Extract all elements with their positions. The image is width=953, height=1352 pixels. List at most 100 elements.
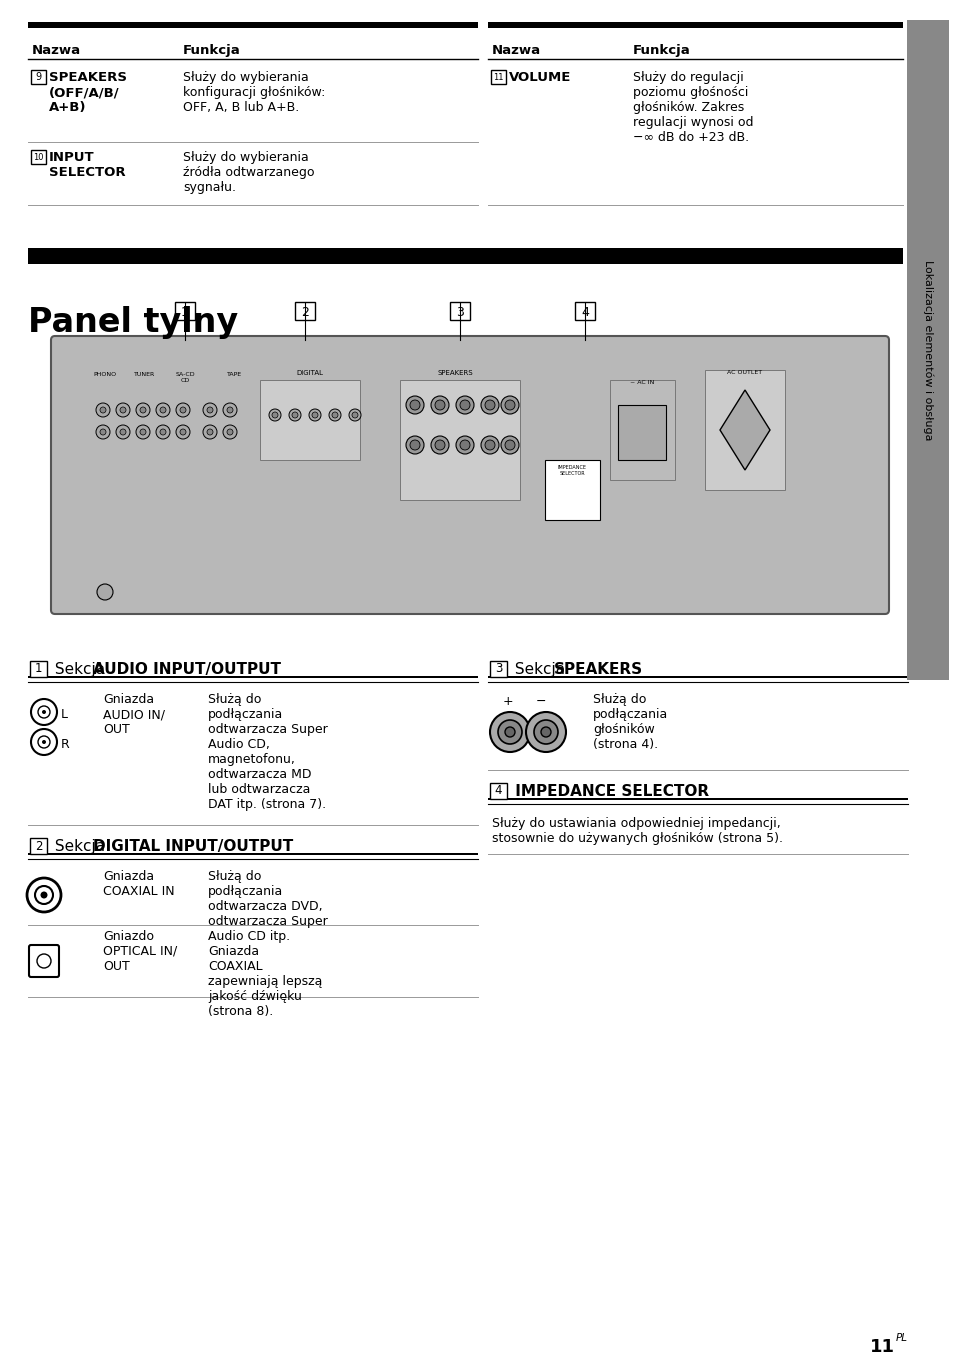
Circle shape (136, 403, 150, 416)
Bar (906, 20, 948, 680)
Text: Nazwa: Nazwa (32, 45, 81, 57)
Circle shape (431, 435, 449, 454)
Circle shape (456, 396, 474, 414)
Text: Gniazda
AUDIO IN/
OUT: Gniazda AUDIO IN/ OUT (103, 694, 165, 735)
Text: Służą do
podłączania
odtwarzacza DVD,
odtwarzacza Super
Audio CD itp.
Gniazda
CO: Służą do podłączania odtwarzacza DVD, od… (208, 869, 328, 1018)
Circle shape (480, 435, 498, 454)
Circle shape (504, 439, 515, 450)
Bar (491, 70, 505, 84)
Text: 9: 9 (35, 72, 42, 82)
Text: ~ AC IN: ~ AC IN (629, 380, 654, 385)
Circle shape (292, 412, 297, 418)
Circle shape (38, 706, 50, 718)
Circle shape (480, 396, 498, 414)
Text: Służą do
podłączania
głośników
(strona 4).: Służą do podłączania głośników (strona 4… (593, 694, 667, 750)
Text: Lokalizacja elementów i obsługa: Lokalizacja elementów i obsługa (922, 260, 932, 441)
Circle shape (116, 425, 130, 439)
Circle shape (40, 891, 48, 899)
Circle shape (269, 410, 281, 420)
Bar (260, 380, 359, 460)
Bar (28, 853, 477, 854)
Circle shape (37, 955, 51, 968)
Circle shape (497, 721, 521, 744)
Text: SPEAKERS
(OFF/A/B/
A+B): SPEAKERS (OFF/A/B/ A+B) (49, 72, 127, 114)
Text: Panel tylny: Panel tylny (28, 306, 238, 339)
Circle shape (332, 412, 337, 418)
Text: Sekcja: Sekcja (510, 662, 569, 677)
Text: Służy do regulacji
poziomu głośności
głośników. Zakres
regulacji wynosi od
−∞ dB: Służy do regulacji poziomu głośności gło… (633, 72, 753, 145)
Circle shape (312, 412, 317, 418)
Text: Gniazdo
OPTICAL IN/
OUT: Gniazdo OPTICAL IN/ OUT (103, 930, 177, 973)
Text: IMPEDANCE SELECTOR: IMPEDANCE SELECTOR (510, 784, 708, 799)
Circle shape (406, 396, 423, 414)
Circle shape (223, 403, 236, 416)
Circle shape (459, 400, 470, 410)
Text: IMPEDANCE
SELECTOR: IMPEDANCE SELECTOR (557, 465, 586, 476)
Bar (28, 676, 477, 677)
Circle shape (30, 699, 57, 725)
Bar (609, 380, 675, 480)
Circle shape (459, 439, 470, 450)
Circle shape (484, 439, 495, 450)
Circle shape (136, 425, 150, 439)
Text: −: − (536, 695, 546, 708)
Bar (488, 676, 907, 677)
Circle shape (160, 407, 166, 412)
Circle shape (116, 403, 130, 416)
Text: Sekcja: Sekcja (50, 840, 110, 854)
Text: VOLUME: VOLUME (509, 72, 571, 84)
Circle shape (490, 713, 530, 752)
Text: Służy do wybierania
konfiguracji głośników:
OFF, A, B lub A+B.: Służy do wybierania konfiguracji głośnik… (183, 72, 325, 114)
Circle shape (329, 410, 340, 420)
Circle shape (227, 407, 233, 412)
Bar (618, 406, 665, 460)
Bar (28, 247, 902, 264)
Bar (488, 22, 902, 28)
Circle shape (289, 410, 301, 420)
Circle shape (156, 403, 170, 416)
Text: Służy do ustawiania odpowiedniej impedancji,
stosownie do używanych głośników (s: Służy do ustawiania odpowiedniej impedan… (492, 817, 782, 845)
Circle shape (349, 410, 360, 420)
Circle shape (97, 584, 112, 600)
Circle shape (309, 410, 320, 420)
Circle shape (534, 721, 558, 744)
FancyBboxPatch shape (29, 945, 59, 977)
Bar (488, 798, 907, 800)
Circle shape (30, 729, 57, 754)
Text: 2: 2 (301, 306, 309, 319)
Text: 1: 1 (181, 306, 189, 319)
Bar (30, 838, 47, 854)
Circle shape (140, 407, 146, 412)
Bar (704, 370, 784, 489)
Text: Sekcja: Sekcja (50, 662, 110, 677)
Circle shape (27, 877, 61, 913)
Circle shape (160, 429, 166, 435)
Text: 11: 11 (869, 1338, 894, 1352)
Text: PL: PL (895, 1333, 907, 1343)
Circle shape (42, 710, 46, 714)
Text: 4: 4 (495, 784, 501, 798)
Bar (490, 783, 506, 799)
Bar (294, 301, 314, 320)
Text: R: R (61, 737, 70, 750)
Bar (399, 380, 519, 500)
Bar (544, 460, 599, 521)
Bar (450, 301, 470, 320)
Text: SPEAKERS: SPEAKERS (436, 370, 473, 376)
Circle shape (352, 412, 357, 418)
Text: AUDIO INPUT/OUTPUT: AUDIO INPUT/OUTPUT (93, 662, 281, 677)
Circle shape (100, 429, 106, 435)
Circle shape (42, 740, 46, 744)
Circle shape (38, 735, 50, 748)
Text: Służą do
podłączania
odtwarzacza Super
Audio CD,
magnetofonu,
odtwarzacza MD
lub: Służą do podłączania odtwarzacza Super A… (208, 694, 328, 811)
Text: Funkcja: Funkcja (633, 45, 690, 57)
Text: 2: 2 (34, 840, 42, 853)
Text: SPEAKERS: SPEAKERS (553, 662, 642, 677)
Text: DIGITAL INPUT/OUTPUT: DIGITAL INPUT/OUTPUT (93, 840, 294, 854)
Text: 11: 11 (493, 73, 503, 81)
Circle shape (203, 425, 216, 439)
Polygon shape (720, 389, 769, 470)
Circle shape (540, 727, 551, 737)
Circle shape (410, 439, 419, 450)
Circle shape (175, 403, 190, 416)
